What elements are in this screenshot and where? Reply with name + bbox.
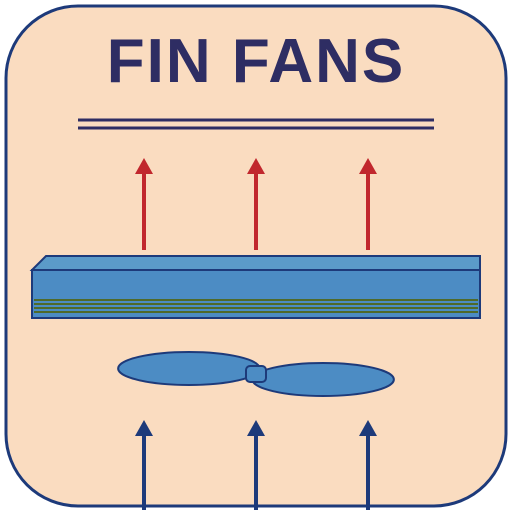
tube-bank-front bbox=[32, 270, 480, 318]
tube-bank-top bbox=[32, 256, 480, 270]
fin-fans-diagram: FIN FANS bbox=[0, 0, 512, 512]
title-text: FIN FANS bbox=[107, 27, 405, 96]
